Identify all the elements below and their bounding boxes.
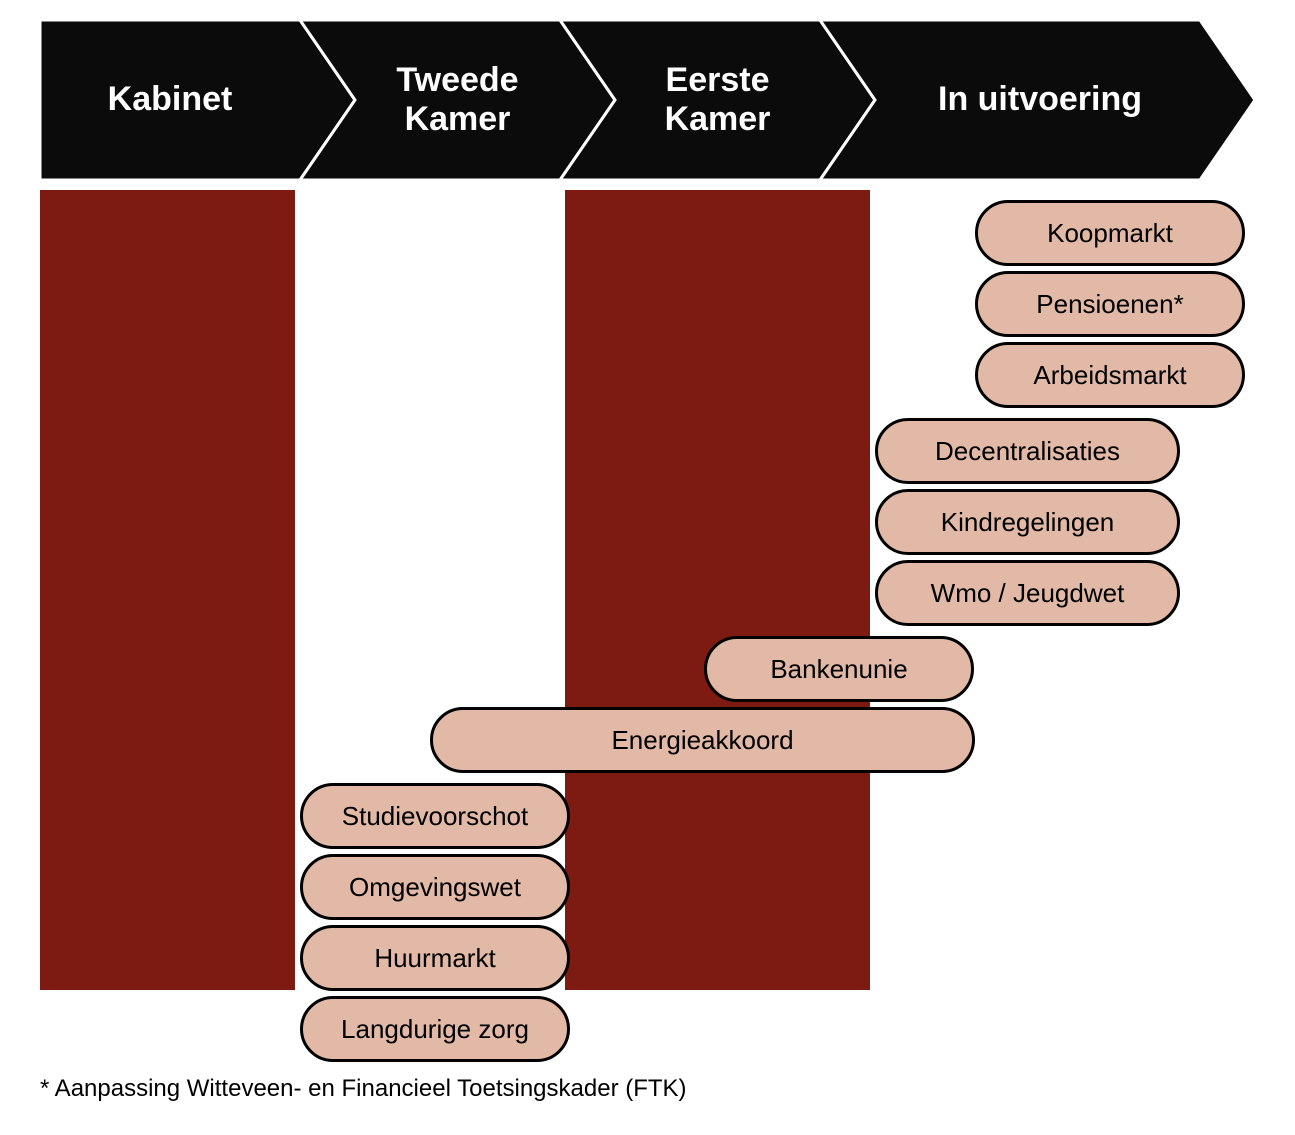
stage-arrow-kabinet xyxy=(40,20,355,180)
pill-wmo-jeugdwet: Wmo / Jeugdwet xyxy=(875,560,1180,626)
pill-energieakkoord: Energieakkoord xyxy=(430,707,975,773)
pill-kindregelingen: Kindregelingen xyxy=(875,489,1180,555)
column-eerste xyxy=(565,190,870,990)
pill-studievoorschot: Studievoorschot xyxy=(300,783,570,849)
pill-arbeidsmarkt: Arbeidsmarkt xyxy=(975,342,1245,408)
pill-langdurige-zorg: Langdurige zorg xyxy=(300,996,570,1062)
column-kabinet xyxy=(40,190,295,990)
footnote: * Aanpassing Witteveen- en Financieel To… xyxy=(40,1075,687,1103)
pill-pensioenen-: Pensioenen* xyxy=(975,271,1245,337)
pill-bankenunie: Bankenunie xyxy=(704,636,974,702)
pill-koopmarkt: Koopmarkt xyxy=(975,200,1245,266)
stage-header-svg xyxy=(40,20,1255,180)
pill-decentralisaties: Decentralisaties xyxy=(875,418,1180,484)
pill-huurmarkt: Huurmarkt xyxy=(300,925,570,991)
stage-arrow-uitvoering xyxy=(820,20,1255,180)
pill-omgevingswet: Omgevingswet xyxy=(300,854,570,920)
process-diagram: KabinetTweedeKamerEersteKamerIn uitvoeri… xyxy=(40,20,1255,1115)
